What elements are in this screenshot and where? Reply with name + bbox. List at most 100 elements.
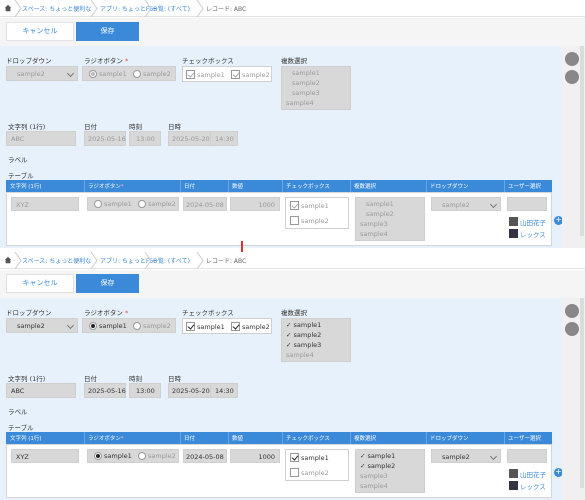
- comment-icon[interactable]: [565, 304, 579, 318]
- row-checkbox-sample2[interactable]: [290, 216, 299, 225]
- user-name[interactable]: レックス: [520, 483, 546, 491]
- row-number-input[interactable]: 1000: [230, 449, 280, 463]
- row-multi-option[interactable]: ✓ sample2: [360, 462, 396, 470]
- row-multi-option[interactable]: sample4: [360, 230, 388, 238]
- breadcrumb-space[interactable]: スペース: ちょっと便利な: [22, 258, 92, 265]
- radio-sample2[interactable]: [133, 70, 141, 78]
- breadcrumb-view[interactable]: 一覧: (すべて): [152, 258, 190, 265]
- text-input[interactable]: ABC: [6, 131, 76, 146]
- row-multi-select[interactable]: sample1 sample2 sample3 sample4: [355, 197, 425, 241]
- row-checkbox-sample1[interactable]: [290, 453, 299, 462]
- row-checkbox-group: sample1 sample2: [285, 197, 349, 229]
- row-radio-sample1[interactable]: [94, 452, 102, 460]
- row-dropdown[interactable]: sample2: [431, 197, 501, 211]
- checkbox-sample2[interactable]: [231, 322, 240, 331]
- row-radio-sample1[interactable]: [94, 200, 102, 208]
- add-row-button[interactable]: +: [554, 467, 563, 477]
- dropdown-field[interactable]: sample2: [6, 318, 78, 333]
- table-row: XYZ sample1 sample2 2024-05-08 1000 samp…: [6, 444, 552, 498]
- breadcrumb-app[interactable]: アプリ: ちょっとFSB: [100, 6, 158, 13]
- date-input[interactable]: 2025-05-16: [84, 131, 126, 146]
- user-name[interactable]: 山田花子: [520, 471, 546, 479]
- row-multi-option[interactable]: sample4: [360, 482, 388, 490]
- checkbox-sample1[interactable]: [186, 70, 195, 79]
- multi-select[interactable]: ✓ sample1 ✓ sample2 ✓ sample3 sample4: [281, 318, 351, 362]
- cancel-button[interactable]: キャンセル: [6, 22, 74, 41]
- table-header: 文字列 (1行) ラジオボタン* 日付 数値 チェックボックス 複数選択 ドロッ…: [6, 432, 552, 444]
- cancel-button[interactable]: キャンセル: [6, 274, 74, 293]
- time-label: 時刻: [129, 375, 142, 383]
- multi-option[interactable]: sample4: [286, 351, 314, 359]
- multi-option[interactable]: sample4: [286, 99, 314, 107]
- record-form: ドロップダウン sample2 ラジオボタン * sample1 sample2…: [0, 46, 576, 248]
- time-input[interactable]: 13:00: [129, 131, 161, 146]
- multi-option[interactable]: sample1: [292, 69, 320, 77]
- row-multi-option[interactable]: sample3: [360, 472, 388, 480]
- row-dropdown[interactable]: sample2: [431, 449, 501, 463]
- time-input[interactable]: 13:00: [129, 383, 161, 398]
- radio-sample2[interactable]: [133, 322, 141, 330]
- row-checkbox-sample1[interactable]: [290, 201, 299, 210]
- text-input[interactable]: ABC: [6, 383, 76, 398]
- save-button[interactable]: 保存: [76, 274, 139, 293]
- multi-option[interactable]: ✓ sample2: [286, 331, 322, 339]
- row-multi-select[interactable]: ✓ sample1 ✓ sample2 sample3 sample4: [355, 449, 425, 493]
- row-checkbox-sample2[interactable]: [290, 468, 299, 477]
- th-divider: [350, 432, 351, 444]
- th-divider: [282, 432, 283, 444]
- row-multi-option[interactable]: sample2: [366, 210, 394, 218]
- user-name[interactable]: 山田花子: [520, 219, 546, 227]
- checkbox-sample1[interactable]: [186, 322, 195, 331]
- radio-sample1[interactable]: [89, 322, 97, 330]
- row-radio-label: sample2: [148, 452, 176, 460]
- user-name[interactable]: レックス: [520, 231, 546, 239]
- multi-option[interactable]: sample2: [292, 79, 320, 87]
- scrollbar[interactable]: [580, 46, 584, 236]
- add-row-button[interactable]: +: [554, 215, 563, 225]
- th-checkbox: チェックボックス: [286, 184, 330, 190]
- table-header: 文字列 (1行) ラジオボタン* 日付 数値 チェックボックス 複数選択 ドロッ…: [6, 180, 552, 192]
- multi-option[interactable]: sample3: [292, 89, 320, 97]
- user-select-input[interactable]: [507, 197, 547, 211]
- row-radio-label: sample1: [104, 452, 132, 460]
- row-multi-option[interactable]: sample1: [366, 200, 394, 208]
- row-radio-sample2[interactable]: [138, 200, 146, 208]
- scrollbar[interactable]: [580, 298, 584, 488]
- checkbox-sample2[interactable]: [231, 70, 240, 79]
- datetime-date-input[interactable]: 2025-05-20: [168, 383, 212, 398]
- datetime-time-input[interactable]: 14:30: [210, 131, 238, 146]
- date-label: 日付: [84, 123, 97, 131]
- row-number-input[interactable]: 1000: [230, 197, 280, 211]
- row-text-input[interactable]: XYZ: [11, 449, 79, 463]
- radio-sample1[interactable]: [89, 70, 97, 78]
- row-multi-option[interactable]: ✓ sample1: [360, 452, 396, 460]
- row-date-input[interactable]: 2024-05-08: [183, 197, 227, 211]
- row-multi-option[interactable]: sample3: [360, 220, 388, 228]
- datetime-date-input[interactable]: 2025-05-20: [168, 131, 212, 146]
- row-text-input[interactable]: XYZ: [11, 197, 79, 211]
- breadcrumb-app[interactable]: アプリ: ちょっとFSB: [100, 258, 158, 265]
- multi-select[interactable]: sample1 sample2 sample3 sample4: [281, 66, 351, 110]
- text-label: 文字列 (1行): [8, 375, 46, 383]
- history-icon[interactable]: [565, 70, 579, 84]
- datetime-time-input[interactable]: 14:30: [210, 383, 238, 398]
- dropdown-field[interactable]: sample2: [6, 66, 78, 81]
- multi-option[interactable]: ✓ sample3: [286, 341, 322, 349]
- chevron-right-icon: [14, 0, 22, 17]
- breadcrumb-view[interactable]: 一覧: (すべて): [152, 6, 190, 13]
- home-icon[interactable]: [4, 256, 12, 264]
- comment-icon[interactable]: [565, 52, 579, 66]
- toolbar: キャンセル 保存: [0, 270, 585, 298]
- multi-option[interactable]: ✓ sample1: [286, 321, 322, 329]
- breadcrumb-space[interactable]: スペース: ちょっと便利な: [22, 6, 92, 13]
- row-radio-sample2[interactable]: [138, 452, 146, 460]
- date-input[interactable]: 2025-05-16: [84, 383, 126, 398]
- history-icon[interactable]: [565, 322, 579, 336]
- row-date-input[interactable]: 2024-05-08: [183, 449, 227, 463]
- th-divider: [426, 180, 427, 192]
- row-radio-label: sample2: [148, 200, 176, 208]
- home-icon[interactable]: [4, 4, 12, 12]
- user-select-input[interactable]: [507, 449, 547, 463]
- row-radio-label: sample1: [104, 200, 132, 208]
- save-button[interactable]: 保存: [76, 22, 139, 41]
